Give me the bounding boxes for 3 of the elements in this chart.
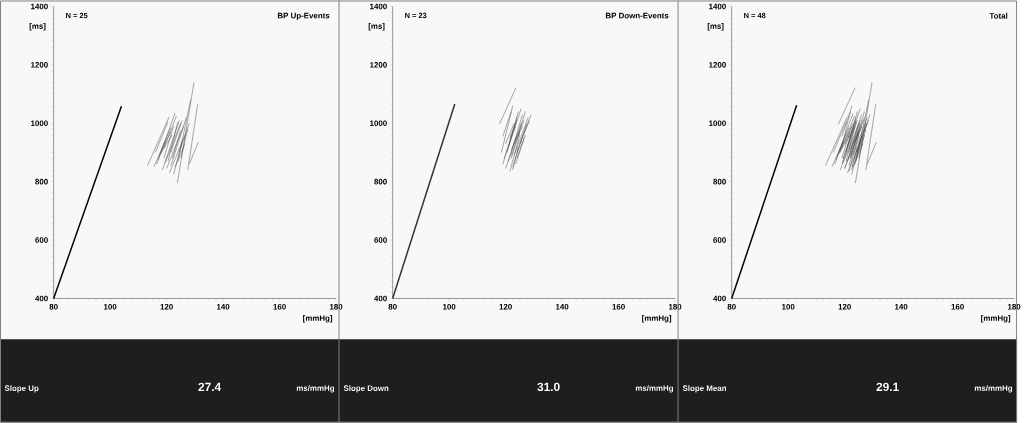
text: 31.0 — [537, 382, 560, 392]
text: 29.1 — [876, 382, 899, 392]
text: 27.4 — [198, 382, 222, 391]
